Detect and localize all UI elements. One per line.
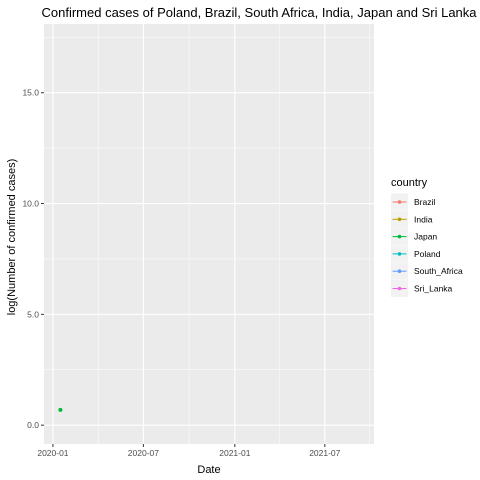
y-axis-title: log(Number of confirmed cases) [6, 159, 18, 316]
y-tick-label: 0.0 [27, 420, 39, 430]
legend-marker-india [397, 217, 402, 222]
grid-major [44, 24, 374, 444]
y-tick-label: 5.0 [27, 309, 39, 319]
x-tick-label: 2020-07 [128, 448, 159, 458]
legend-label-poland: Poland [414, 249, 441, 259]
x-tick-label: 2020-01 [37, 448, 68, 458]
legend-label-sri-lanka: Sri_Lanka [414, 284, 453, 294]
legend-label-japan: Japan [414, 232, 437, 242]
legend-marker-brazil [397, 200, 402, 204]
x-tick-label: 2021-01 [219, 448, 250, 458]
legend-marker-japan [397, 234, 402, 239]
grid-minor [44, 24, 374, 444]
y-tick-label: 10.0 [22, 199, 39, 209]
plot-panel [44, 24, 374, 444]
data-point-japan [58, 407, 63, 412]
x-tick-label: 2021-07 [309, 448, 340, 458]
x-axis-title: Date [197, 464, 220, 476]
y-tick-label: 15.0 [22, 88, 39, 98]
x-axis: 2020-01 2020-07 2021-01 2021-07 [37, 444, 341, 458]
chart-title: Confirmed cases of Poland, Brazil, South… [41, 5, 477, 20]
y-axis: 0.0 5.0 10.0 15.0 [22, 88, 44, 430]
legend-label-india: India [414, 214, 433, 224]
legend-marker-sri-lanka [397, 286, 402, 291]
legend: Brazil India Japan Poland South_Africa Sri_La… [391, 193, 463, 297]
legend-label-brazil: Brazil [414, 197, 435, 207]
legend-marker-poland [397, 252, 402, 256]
data-points [58, 407, 63, 412]
legend-marker-south-africa [397, 269, 402, 274]
legend-title: country [391, 177, 428, 189]
legend-label-south-africa: South_Africa [414, 266, 463, 276]
